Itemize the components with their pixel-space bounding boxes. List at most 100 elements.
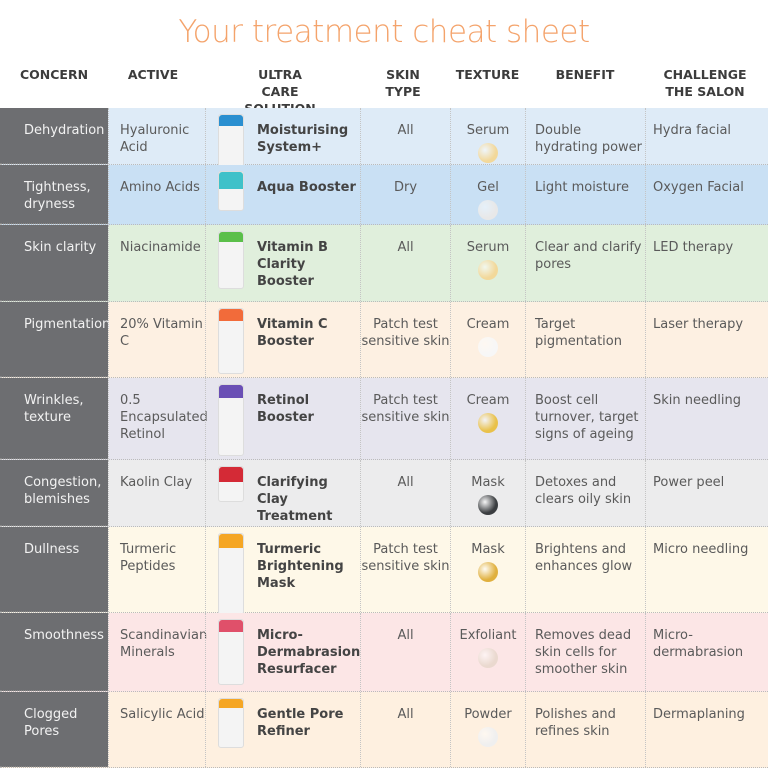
cell-benefit: Removes dead skin cells for smoother ski… bbox=[525, 613, 645, 691]
cell-texture: Mask bbox=[450, 460, 525, 526]
cell-solution: Vitamin B Clarity Booster bbox=[205, 225, 360, 301]
challenge-text: LED therapy bbox=[653, 240, 734, 255]
skin-text: Patch test sensitive skin bbox=[361, 393, 450, 425]
concern-text: Clogged Pores bbox=[24, 707, 78, 739]
cell-skin: All bbox=[360, 613, 450, 691]
cell-benefit: Target pigmentation bbox=[525, 302, 645, 377]
cell-challenge: Dermaplaning bbox=[645, 692, 768, 767]
cell-concern: Wrinkles, texture bbox=[0, 378, 108, 459]
cell-concern: Dehydration bbox=[0, 108, 108, 164]
concern-text: Congestion, blemishes bbox=[24, 475, 102, 507]
cell-texture: Serum bbox=[450, 225, 525, 301]
cell-benefit: Double hydrating power bbox=[525, 108, 645, 164]
active-text: 20% Vitamin C bbox=[120, 317, 203, 349]
cell-skin: Patch test sensitive skin bbox=[360, 527, 450, 612]
cell-texture: Cream bbox=[450, 378, 525, 459]
skin-text: All bbox=[397, 123, 414, 138]
product-image bbox=[218, 171, 244, 211]
texture-swatch-icon bbox=[478, 727, 498, 747]
table-row: Clogged Pores Salicylic Acid Gentle Pore R… bbox=[0, 692, 768, 768]
concern-text: Smoothness bbox=[24, 628, 104, 643]
challenge-text: Hydra facial bbox=[653, 123, 732, 138]
product-image bbox=[218, 466, 244, 502]
table-row: Pigmentation 20% Vitamin C Vitamin C Boost… bbox=[0, 302, 768, 378]
cell-benefit: Brightens and enhances glow bbox=[525, 527, 645, 612]
cell-benefit: Polishes and refines skin bbox=[525, 692, 645, 767]
texture-swatch-icon bbox=[478, 648, 498, 668]
texture-text: Serum bbox=[466, 240, 510, 255]
texture-text: Powder bbox=[464, 707, 512, 722]
cell-active: Amino Acids bbox=[108, 165, 205, 224]
texture-text: Serum bbox=[466, 123, 510, 138]
texture-swatch-icon bbox=[478, 562, 498, 582]
active-text: Amino Acids bbox=[120, 180, 200, 195]
texture-text: Mask bbox=[471, 542, 505, 557]
cell-solution: Turmeric Brightening Mask bbox=[205, 527, 360, 615]
solution-text: Turmeric Brightening Mask bbox=[257, 542, 344, 591]
solution-text: Gentle Pore Refiner bbox=[257, 707, 344, 739]
concern-text: Dehydration bbox=[24, 123, 105, 138]
cell-challenge: Laser therapy bbox=[645, 302, 768, 377]
cell-active: Turmeric Peptides bbox=[108, 527, 205, 612]
solution-text: Moisturising System+ bbox=[257, 123, 349, 155]
cell-skin: Dry bbox=[360, 165, 450, 224]
cell-benefit: Clear and clarify pores bbox=[525, 225, 645, 301]
benefit-text: Polishes and refines skin bbox=[535, 707, 616, 739]
header-challenge: CHALLENGE THE SALON bbox=[663, 67, 747, 99]
cell-texture: Powder bbox=[450, 692, 525, 767]
skin-text: All bbox=[397, 707, 414, 722]
cell-active: Hyaluronic Acid bbox=[108, 108, 205, 164]
active-text: Niacinamide bbox=[120, 240, 201, 255]
solution-text: Clarifying Clay Treatment bbox=[257, 475, 333, 524]
texture-swatch-icon bbox=[478, 337, 498, 357]
solution-text: Retinol Booster bbox=[257, 393, 314, 425]
solution-text: Aqua Booster bbox=[257, 180, 356, 195]
product-image bbox=[218, 619, 244, 685]
cell-concern: Smoothness bbox=[0, 613, 108, 691]
active-text: Salicylic Acid bbox=[120, 707, 205, 722]
benefit-text: Detoxes and clears oily skin bbox=[535, 475, 632, 507]
active-text: Turmeric Peptides bbox=[120, 542, 177, 574]
skin-text: All bbox=[397, 475, 414, 490]
cell-skin: Patch test sensitive skin bbox=[360, 302, 450, 377]
cell-texture: Exfoliant bbox=[450, 613, 525, 691]
cheat-sheet-table: Dehydration Hyaluronic Acid Moisturising S… bbox=[0, 108, 768, 768]
cell-texture: Gel bbox=[450, 165, 525, 224]
active-text: 0.5 Encapsulated Retinol bbox=[120, 393, 208, 442]
texture-swatch-icon bbox=[478, 143, 498, 163]
header-texture: TEXTURE bbox=[455, 67, 520, 82]
cell-concern: Skin clarity bbox=[0, 225, 108, 301]
cell-concern: Pigmentation bbox=[0, 302, 111, 377]
cell-active: Salicylic Acid bbox=[108, 692, 205, 767]
table-row: Skin clarity Niacinamide Vitamin B Clarity… bbox=[0, 225, 768, 302]
benefit-text: Light moisture bbox=[535, 180, 629, 195]
product-image bbox=[218, 698, 244, 748]
challenge-text: Micro needling bbox=[653, 542, 749, 557]
cell-solution: Micro-Dermabrasion Resurfacer bbox=[205, 613, 360, 691]
texture-text: Gel bbox=[477, 180, 499, 195]
table-header: CONCERN ACTIVE ULTRA CARE SOLUTION SKIN … bbox=[0, 66, 768, 116]
texture-text: Mask bbox=[471, 475, 505, 490]
benefit-text: Double hydrating power bbox=[535, 123, 643, 155]
cell-active: 0.5 Encapsulated Retinol bbox=[108, 378, 208, 459]
benefit-text: Brightens and enhances glow bbox=[535, 542, 633, 574]
benefit-text: Boost cell turnover, target signs of age… bbox=[535, 393, 639, 442]
cell-challenge: Oxygen Facial bbox=[645, 165, 768, 224]
cell-challenge: Power peel bbox=[645, 460, 768, 526]
concern-text: Pigmentation bbox=[24, 317, 111, 332]
cell-challenge: Skin needling bbox=[645, 378, 768, 459]
table-row: Congestion, blemishes Kaolin Clay Clarifyi… bbox=[0, 460, 768, 527]
cell-concern: Tightness, dryness bbox=[0, 165, 108, 224]
cell-active: Niacinamide bbox=[108, 225, 205, 301]
concern-text: Dullness bbox=[24, 542, 80, 557]
table-row: Tightness, dryness Amino Acids Aqua Booste… bbox=[0, 165, 768, 225]
concern-text: Skin clarity bbox=[24, 240, 97, 255]
table-row: Smoothness Scandinavian Minerals Micro-Der… bbox=[0, 613, 768, 692]
cell-texture: Serum bbox=[450, 108, 525, 164]
page-title: Your treatment cheat sheet bbox=[178, 14, 590, 50]
cell-skin: All bbox=[360, 108, 450, 164]
header-benefit: BENEFIT bbox=[555, 67, 615, 82]
benefit-text: Target pigmentation bbox=[535, 317, 622, 349]
texture-swatch-icon bbox=[478, 260, 498, 280]
cell-skin: All bbox=[360, 692, 450, 767]
